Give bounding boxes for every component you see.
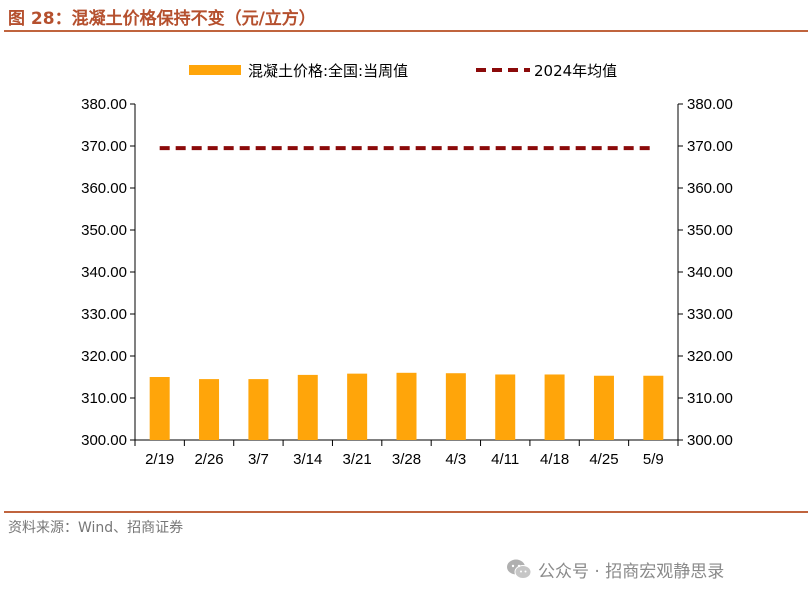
y-tick-label: 370.00: [81, 138, 127, 155]
y-tick-label: 350.00: [81, 222, 127, 239]
y-tick-label: 340.00: [81, 264, 127, 281]
legend-label-bar: 混凝土价格:全国:当周值: [248, 62, 408, 80]
figure-title: 图 28：混凝土价格保持不变（元/立方）: [8, 9, 316, 29]
bar: [544, 374, 565, 440]
bar: [149, 377, 170, 440]
bar: [199, 379, 220, 440]
x-tick-label: 4/18: [540, 451, 569, 468]
y-tick-label: 330.00: [81, 306, 127, 323]
x-tick-label: 2/19: [145, 451, 174, 468]
bar-series: [149, 372, 664, 440]
bar: [347, 373, 368, 440]
y-tick-label: 360.00: [81, 180, 127, 197]
legend: 混凝土价格:全国:当周值 2024年均值: [189, 62, 617, 80]
right-y-tick-label: 300.00: [687, 432, 733, 449]
bar: [297, 374, 318, 440]
bar: [593, 375, 614, 440]
tick-labels: 300.00 310.00 320.00 330.00 340.00 350.00 360.…: [81, 96, 733, 468]
y-tick-label: 300.00: [81, 432, 127, 449]
bar: [643, 375, 664, 440]
right-y-tick-label: 340.00: [687, 264, 733, 281]
x-tick-label: 3/28: [392, 451, 421, 468]
y-tick-label: 310.00: [81, 390, 127, 407]
bar: [396, 372, 417, 440]
x-tick-label: 3/21: [343, 451, 372, 468]
right-y-tick-label: 370.00: [687, 138, 733, 155]
source-note: 资料来源：Wind、招商证券: [8, 520, 184, 536]
y-tick-label: 380.00: [81, 96, 127, 113]
bar: [495, 374, 516, 440]
right-y-tick-label: 310.00: [687, 390, 733, 407]
x-tick-label: 3/7: [248, 451, 269, 468]
right-y-tick-label: 360.00: [687, 180, 733, 197]
x-tick-label: 4/11: [491, 451, 519, 468]
bar: [445, 373, 466, 440]
wechat-icon: [507, 559, 532, 579]
x-tick-label: 3/14: [293, 451, 322, 468]
y-tick-label: 320.00: [81, 348, 127, 365]
right-y-tick-label: 350.00: [687, 222, 733, 239]
right-y-tick-label: 330.00: [687, 306, 733, 323]
legend-swatch-bar: [189, 65, 241, 75]
bottom-divider: [4, 511, 808, 513]
x-tick-label: 4/3: [445, 451, 466, 468]
right-y-tick-label: 380.00: [687, 96, 733, 113]
watermark-text: 公众号 · 招商宏观静思录: [538, 561, 725, 582]
x-tick-label: 5/9: [643, 451, 664, 468]
top-divider: [4, 30, 808, 32]
bar: [248, 379, 269, 440]
x-tick-label: 2/26: [194, 451, 223, 468]
x-tick-label: 4/25: [589, 451, 618, 468]
watermark: 公众号 · 招商宏观静思录: [506, 556, 724, 582]
right-y-tick-label: 320.00: [687, 348, 733, 365]
legend-label-avg: 2024年均值: [534, 62, 617, 80]
